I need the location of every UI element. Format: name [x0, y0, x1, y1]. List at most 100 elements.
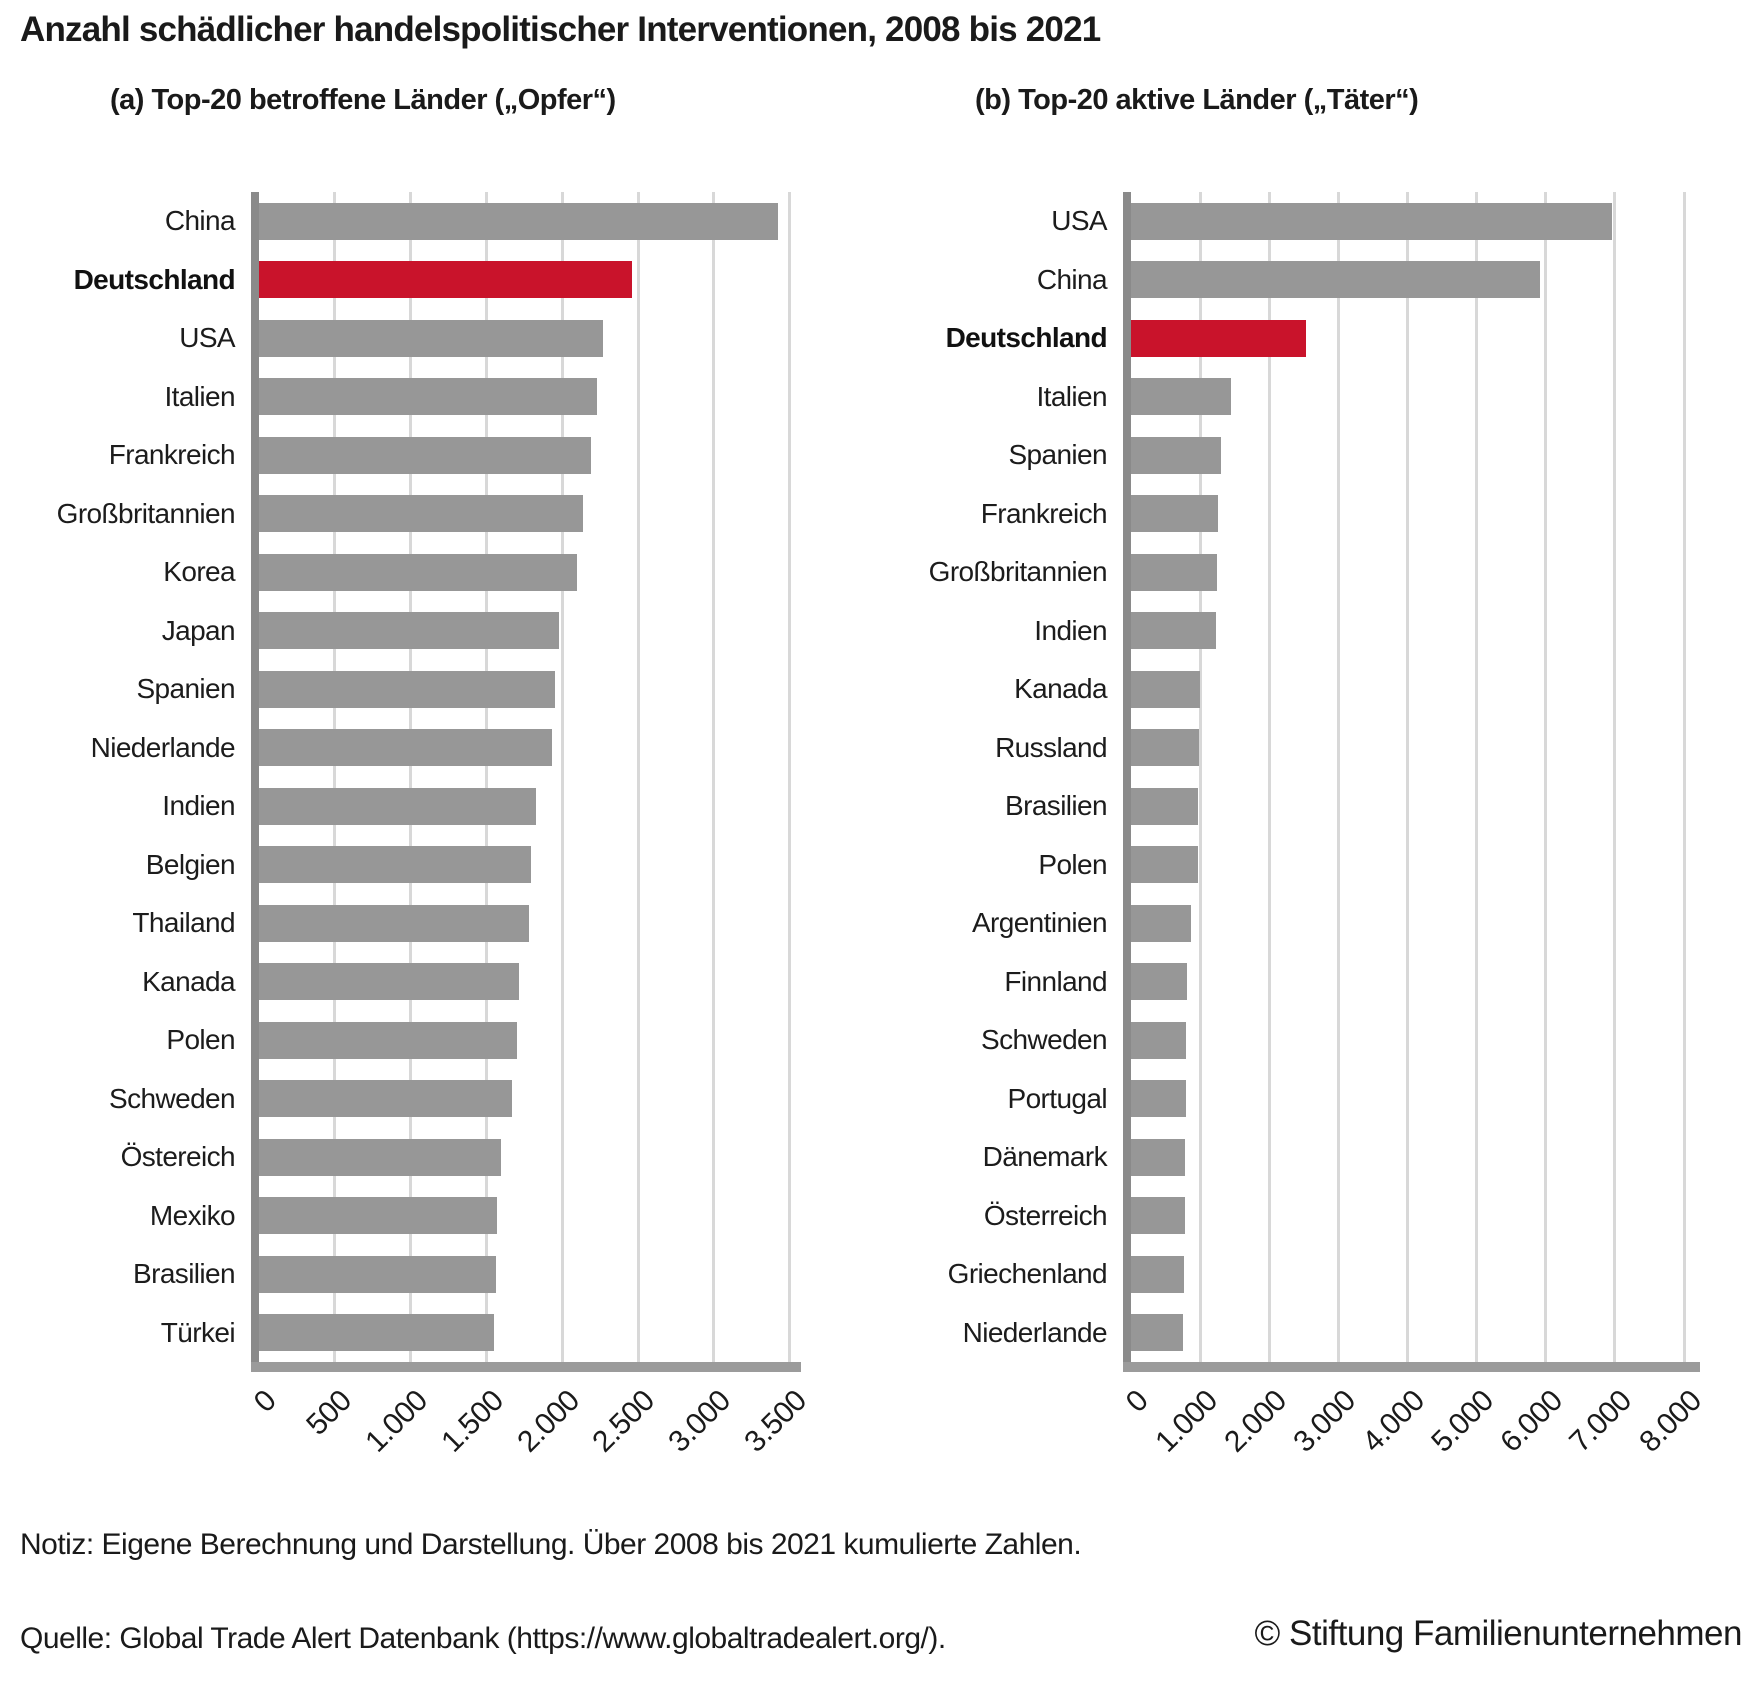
bar-frankreich [1131, 495, 1219, 533]
category-label-türkei: Türkei [160, 1316, 236, 1348]
bar-russland [1131, 729, 1200, 767]
bar-indien [1131, 612, 1216, 650]
bar-argentinien [1131, 904, 1192, 942]
bar-indien [259, 787, 537, 825]
category-label-spanien: Spanien [136, 673, 235, 704]
category-label-niederlande: Niederlande [90, 731, 236, 763]
category-label-schweden: Schweden [109, 1082, 236, 1114]
bar-frankreich [259, 436, 592, 474]
bar-großbritannien [259, 495, 584, 533]
bar-thailand [259, 904, 529, 942]
category-label-großbritannien: Großbritannien [928, 556, 1108, 587]
bar-dänemark [1131, 1138, 1186, 1176]
bar-portugal [1131, 1080, 1186, 1118]
panel-a-x-axis-line [251, 1362, 801, 1372]
bar-polen [1131, 846, 1198, 884]
category-label-brasilien: Brasilien [1005, 790, 1108, 821]
bar-usa [1131, 202, 1612, 240]
panel-b-chart: USA China Deutschland Italien Spanien Frankre… [820, 192, 1707, 1459]
bar-großbritannien [1131, 553, 1217, 591]
category-label-griechenland: Griechenland [947, 1258, 1108, 1289]
category-label-indien: Indien [1034, 614, 1107, 646]
category-label-deutschland: Deutschland [73, 263, 236, 295]
panel-a-plot-area: 0 500 1.000 1.500 2.000 2.500 3.000 3.500 [248, 192, 813, 1459]
category-label-mexiko: Mexiko [149, 1199, 236, 1231]
bar-deutschland [1131, 319, 1306, 357]
gridline [1682, 192, 1686, 1362]
bar-brasilien [259, 1255, 496, 1293]
category-label-frankreich: Frankreich [980, 497, 1108, 529]
category-label-portugal: Portugal [1007, 1082, 1108, 1114]
gridline [409, 192, 413, 1362]
category-label-niederlande: Niederlande [962, 1316, 1108, 1348]
gridline [788, 192, 792, 1362]
panel-b-plot-area: 0 1.000 2.000 3.000 4.000 5.000 6.000 7.000 8.00… [1120, 192, 1707, 1459]
gridline [1336, 192, 1340, 1362]
bar-kanada [1131, 670, 1201, 708]
category-label-frankreich: Frankreich [108, 439, 236, 470]
gridline [636, 192, 640, 1362]
gridline [712, 192, 716, 1362]
category-label-finnland: Finnland [1004, 965, 1107, 997]
bar-schweden [259, 1080, 513, 1118]
bar-usa [259, 319, 604, 357]
bar-polen [259, 1021, 518, 1059]
category-label-italien: Italien [1036, 380, 1107, 412]
category-label-großbritannien: Großbritannien [56, 497, 236, 529]
category-label-indien: Indien [162, 790, 235, 821]
gridline [1406, 192, 1410, 1362]
bar-österreich [1131, 1197, 1185, 1235]
category-label-korea: Korea [163, 556, 235, 587]
gridline [1267, 192, 1271, 1362]
category-label-deutschland: Deutschland [945, 322, 1108, 353]
bar-kanada [259, 963, 519, 1001]
bar-türkei [259, 1314, 494, 1352]
category-label-polen: Polen [1038, 848, 1107, 880]
bar-china [259, 202, 778, 240]
category-label-japan: Japan [161, 614, 236, 646]
bar-korea [259, 553, 578, 591]
gridline [1544, 192, 1548, 1362]
category-label-brasilien: Brasilien [133, 1258, 236, 1289]
gridline [1613, 192, 1617, 1362]
gridline [484, 192, 488, 1362]
panel-b-subtitle: (b) Top-20 aktive Länder („Täter“) [975, 84, 1419, 116]
panel-b-x-axis-line [1123, 1362, 1700, 1372]
panel-a-chart: China Deutschland USA Italien Frankreich Groß… [20, 192, 813, 1459]
bar-griechenland [1131, 1255, 1184, 1293]
bar-finnland [1131, 963, 1188, 1001]
category-label-schweden: Schweden [981, 1024, 1108, 1055]
bar-brasilien [1131, 787, 1199, 825]
gridline [1475, 192, 1479, 1362]
bar-mexiko [259, 1197, 498, 1235]
panel-b-category-labels: USA China Deutschland Italien Spanien Frankre… [820, 192, 1123, 1362]
gridline [560, 192, 564, 1362]
category-label-kanada: Kanada [1014, 673, 1108, 704]
category-label-china: China [1036, 263, 1108, 295]
category-label-spanien: Spanien [1008, 439, 1107, 470]
bar-niederlande [259, 729, 552, 767]
category-label-russland: Russland [995, 731, 1108, 763]
bar-spanien [259, 670, 556, 708]
category-label-belgien: Belgien [145, 848, 236, 880]
gridline [1198, 192, 1202, 1362]
source-text: Quelle: Global Trade Alert Datenbank (ht… [20, 1622, 946, 1655]
chart-title: Anzahl schädlicher handelspolitischer In… [20, 10, 1101, 49]
bar-schweden [1131, 1021, 1187, 1059]
category-label-italien: Italien [164, 380, 235, 412]
panel-a-category-labels: China Deutschland USA Italien Frankreich Groß… [20, 192, 251, 1362]
category-label-usa: USA [1051, 205, 1107, 236]
category-label-polen: Polen [166, 1024, 235, 1055]
bar-niederlande [1131, 1314, 1184, 1352]
category-label-argentinien: Argentinien [971, 907, 1108, 938]
category-label-dänemark: Dänemark [982, 1141, 1108, 1172]
category-label-österreich: Österreich [983, 1199, 1108, 1231]
bar-china [1131, 261, 1541, 299]
category-label-thailand: Thailand [132, 907, 235, 938]
bar-japan [259, 612, 560, 650]
bar-belgien [259, 846, 532, 884]
category-label-kanada: Kanada [142, 965, 236, 997]
category-label-china: China [164, 205, 236, 236]
bar-italien [1131, 378, 1231, 416]
